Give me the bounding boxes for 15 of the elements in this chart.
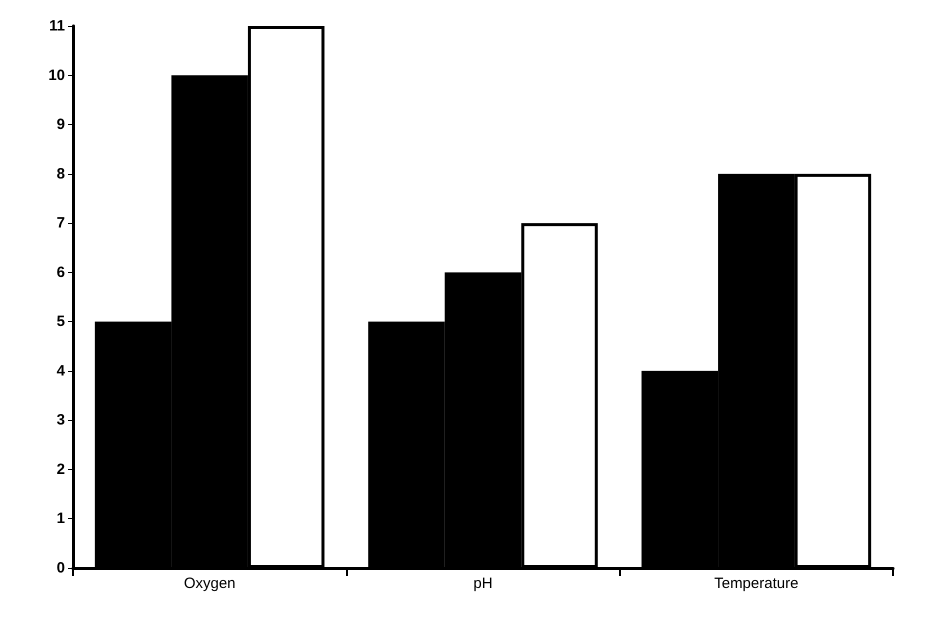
y-tick-label: 5 xyxy=(56,313,65,330)
y-tick-label: 6 xyxy=(56,264,65,281)
y-tick-label: 4 xyxy=(56,362,66,380)
y-tick-label: 1 xyxy=(56,510,65,528)
y-tick-label: 9 xyxy=(56,116,65,134)
y-tick-label: 2 xyxy=(56,460,65,478)
y-tick-label: 8 xyxy=(56,165,65,182)
x-tick-label: Temperature xyxy=(714,575,798,592)
y-tick-label: 10 xyxy=(48,66,65,84)
y-tick-label: 7 xyxy=(56,214,65,232)
x-tick-label: Oxygen xyxy=(184,575,236,592)
y-tick-label: 11 xyxy=(49,18,65,34)
x-tick-label: pH xyxy=(473,575,493,592)
y-tick-label: 3 xyxy=(56,412,65,429)
y-tick-label: 0 xyxy=(56,560,65,576)
